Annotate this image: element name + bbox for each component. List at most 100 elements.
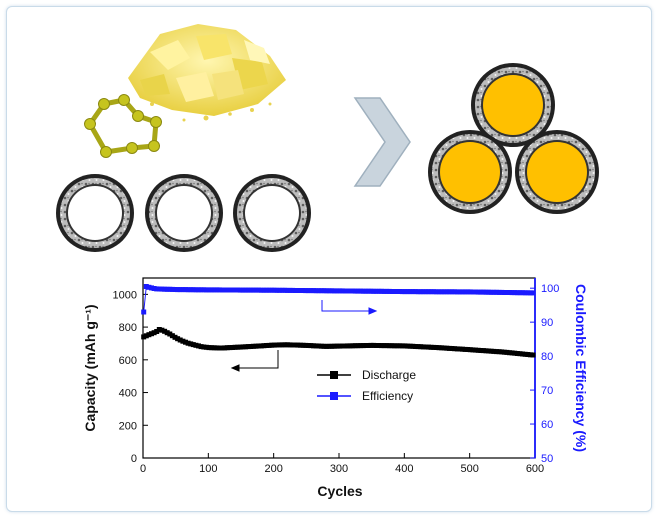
- efficiency-point: [305, 288, 311, 294]
- efficiency-point: [151, 286, 157, 291]
- discharge-point: [198, 344, 204, 350]
- discharge-point: [167, 331, 173, 337]
- discharge-point: [368, 342, 374, 348]
- discharge-point: [444, 345, 450, 351]
- sulfur-filled-sphere-icon: [471, 63, 555, 147]
- efficiency-point: [433, 289, 439, 295]
- efficiency-point: [352, 288, 358, 294]
- discharge-point: [339, 343, 345, 349]
- discharge-point: [488, 348, 494, 354]
- legend-label-efficiency: Efficiency: [362, 389, 413, 403]
- discharge-point: [392, 343, 397, 349]
- discharge-point: [373, 343, 379, 348]
- efficiency-point: [358, 288, 364, 294]
- y-right-tick-label: 100: [541, 283, 559, 295]
- discharge-point: [527, 352, 533, 358]
- efficiency-point: [331, 288, 337, 294]
- efficiency-point: [211, 287, 217, 293]
- efficiency-point: [167, 286, 173, 292]
- discharge-point: [261, 343, 267, 349]
- efficiency-point: [376, 288, 382, 294]
- discharge-point: [467, 347, 473, 353]
- efficiency-point: [308, 288, 314, 294]
- efficiency-point: [436, 289, 442, 295]
- discharge-point: [211, 345, 217, 351]
- discharge-point: [185, 340, 191, 346]
- sulfur-filled-sphere-icon: [515, 130, 599, 214]
- discharge-point: [214, 345, 220, 351]
- discharge-point: [426, 344, 431, 350]
- efficiency-point: [368, 288, 374, 294]
- discharge-point: [465, 347, 471, 352]
- discharge-point: [316, 343, 322, 349]
- discharge-point: [399, 343, 405, 349]
- discharge-point: [190, 342, 196, 348]
- efficiency-point: [478, 289, 484, 295]
- discharge-point: [169, 333, 175, 339]
- efficiency-point: [269, 287, 275, 293]
- discharge-point: [172, 334, 178, 340]
- discharge-point: [143, 333, 149, 339]
- discharge-point: [300, 342, 306, 348]
- discharge-point: [522, 351, 528, 357]
- efficiency-point: [156, 286, 162, 292]
- discharge-point: [407, 343, 413, 349]
- discharge-point: [439, 345, 445, 351]
- discharge-point: [473, 347, 478, 353]
- discharge-point: [334, 343, 340, 349]
- efficiency-point: [222, 287, 228, 293]
- discharge-point: [483, 348, 489, 354]
- efficiency-point: [491, 289, 497, 295]
- efficiency-point: [446, 289, 452, 295]
- y-left-tick-label: 400: [119, 388, 137, 400]
- legend: Discharge Efficiency: [317, 368, 416, 403]
- efficiency-point: [329, 288, 335, 294]
- discharge-point: [284, 342, 290, 348]
- discharge-point: [360, 343, 366, 349]
- efficiency-point: [188, 287, 194, 293]
- discharge-point: [164, 330, 170, 336]
- y-left-tick-label: 200: [119, 420, 137, 432]
- discharge-point: [530, 352, 536, 358]
- discharge-point: [324, 343, 330, 349]
- discharge-point: [253, 343, 259, 349]
- y-left-tick-label: 0: [131, 453, 137, 465]
- discharge-point: [460, 346, 465, 352]
- efficiency-point: [232, 287, 238, 293]
- discharge-point: [397, 343, 403, 349]
- efficiency-point: [407, 289, 413, 295]
- efficiency-point: [530, 290, 536, 296]
- efficiency-point: [439, 289, 445, 295]
- y-axis-right-title: Coulombic Efficiency (%): [573, 284, 589, 452]
- efficiency-point: [248, 287, 254, 293]
- x-tick-label: 300: [330, 463, 348, 475]
- discharge-point: [452, 346, 458, 352]
- discharge-point: [486, 348, 492, 354]
- discharge-point: [365, 343, 371, 348]
- efficiency-point: [324, 288, 330, 294]
- efficiency-point: [527, 290, 533, 296]
- discharge-point: [175, 336, 181, 342]
- discharge-point: [274, 342, 280, 348]
- discharge-point: [446, 345, 452, 351]
- efficiency-point: [177, 287, 183, 293]
- x-tick-label: 0: [140, 463, 146, 475]
- discharge-point: [433, 345, 439, 350]
- efficiency-point: [164, 286, 170, 292]
- efficiency-point: [412, 289, 418, 295]
- discharge-point: [428, 344, 434, 350]
- sulfur-filled-sphere-icon: [428, 130, 512, 214]
- efficiency-point: [159, 286, 165, 292]
- efficiency-point: [175, 287, 181, 293]
- efficiency-point: [224, 287, 230, 293]
- efficiency-point: [264, 287, 269, 293]
- discharge-point: [347, 343, 353, 349]
- efficiency-point: [253, 287, 259, 293]
- efficiency-point: [256, 287, 262, 293]
- discharge-point: [227, 345, 233, 351]
- discharge-point: [245, 344, 251, 350]
- efficiency-point: [514, 290, 520, 296]
- efficiency-point: [381, 288, 387, 294]
- efficiency-point: [410, 289, 416, 295]
- y-left-tick-label: 600: [119, 355, 137, 367]
